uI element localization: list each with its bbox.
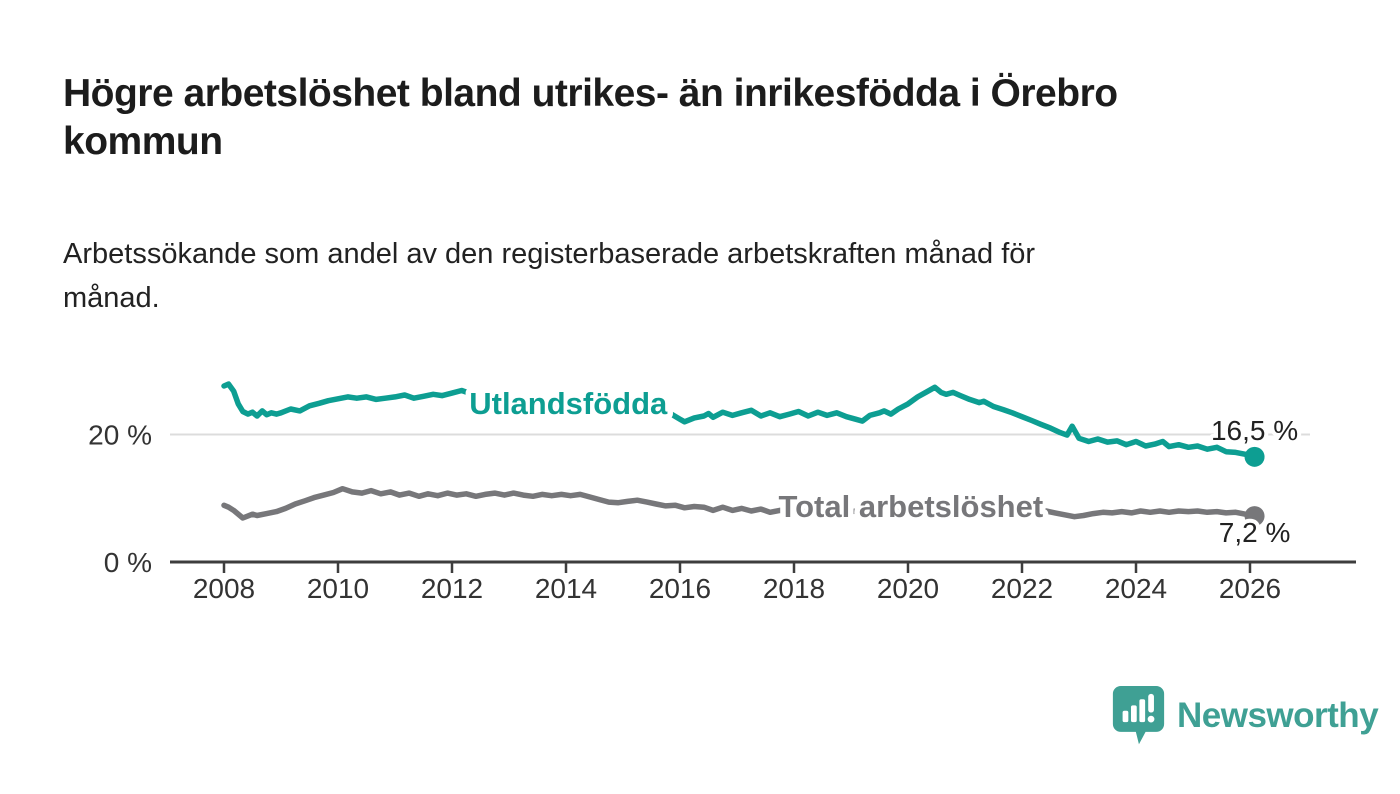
series-line-total [221, 485, 1258, 521]
newsworthy-logo-icon [1112, 685, 1165, 745]
chart-subtitle: Arbetssökande som andel av den registerb… [63, 232, 1353, 320]
series-label-utlandsfodda: Utlandsfödda [469, 386, 668, 421]
bar-large [1139, 699, 1146, 723]
x-tick-label-2024: 2024 [1105, 573, 1167, 604]
speech-bubble-shape [1112, 685, 1165, 745]
unemployment-line-chart: 2008 2010 2012 2014 2016 2018 2020 2022 2024 2026… [88, 381, 1356, 604]
end-dot-total [1244, 506, 1265, 527]
x-tick-label-2026: 2026 [1219, 573, 1281, 604]
x-tick-label-2010: 2010 [307, 573, 369, 604]
page-title: Högre arbetslöshet bland utrikes- än inr… [63, 70, 1353, 166]
newsworthy-brand[interactable]: Newsworthy [1112, 684, 1379, 748]
exclamation-stem [1148, 693, 1154, 713]
x-tick-label-2016: 2016 [649, 573, 711, 604]
bar-medium [1130, 705, 1137, 723]
bar-small [1122, 710, 1129, 723]
x-tick-label-2020: 2020 [877, 573, 939, 604]
subtitle-line-2: månad. [63, 282, 160, 314]
title-line-2: kommun [63, 120, 223, 163]
x-tick-label-2018: 2018 [763, 573, 825, 604]
chart-area: 2008 2010 2012 2014 2016 2018 2020 2022 2024 2026… [0, 338, 1400, 623]
end-value-label-utlandsfodda: 16,5 % [1211, 415, 1298, 446]
x-tick-label-2008: 2008 [193, 573, 255, 604]
x-tick-label-2022: 2022 [991, 573, 1053, 604]
exclamation-dot [1147, 715, 1155, 723]
subtitle-line-1: Arbetssökande som andel av den registerb… [63, 238, 1036, 270]
y-tick-label-0: 0 % [104, 547, 152, 578]
series-label-total: Total arbetslöshet [778, 489, 1043, 524]
end-value-label-total: 7,2 % [1219, 517, 1291, 548]
x-tick-label-2014: 2014 [535, 573, 597, 604]
y-tick-label-20: 20 % [88, 420, 152, 451]
x-tick-label-2012: 2012 [421, 573, 483, 604]
end-dot-utlandsfodda [1244, 446, 1265, 467]
title-line-1: Högre arbetslöshet bland utrikes- än inr… [63, 72, 1118, 115]
newsworthy-logo-text: Newsworthy [1177, 696, 1379, 735]
series-line-utlandsfodda [221, 381, 1258, 460]
